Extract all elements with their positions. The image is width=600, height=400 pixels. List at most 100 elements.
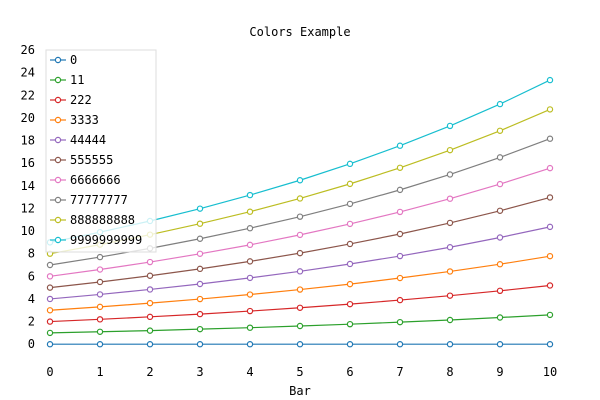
data-point — [46, 318, 54, 325]
data-point — [96, 316, 104, 323]
legend-marker-swatch — [54, 176, 62, 184]
y-tick-label: 4 — [28, 292, 35, 306]
data-point — [546, 76, 554, 84]
series-6 — [46, 164, 554, 280]
x-tick-label: 4 — [246, 365, 253, 379]
legend-label: 6666666 — [70, 173, 121, 187]
data-point — [246, 225, 254, 232]
series-line — [49, 255, 551, 311]
data-point — [196, 205, 204, 212]
data-point — [396, 274, 404, 282]
legend-label: 222 — [70, 93, 92, 107]
data-point — [446, 292, 454, 299]
data-point — [396, 186, 404, 194]
data-point — [446, 122, 454, 130]
y-tick-label: 14 — [21, 179, 35, 193]
data-point — [396, 230, 404, 238]
y-tick-label: 6 — [28, 269, 35, 283]
data-point — [546, 106, 554, 113]
y-tick-label: 2 — [28, 315, 35, 329]
y-tick-label: 18 — [21, 134, 35, 148]
x-tick-label: 6 — [346, 365, 353, 379]
legend: 0 11 222 3333 44444 555555 6666666 77777777 8888… — [45, 49, 157, 253]
data-point — [346, 160, 354, 168]
data-point — [446, 171, 454, 178]
data-point — [246, 208, 254, 215]
data-point — [546, 135, 554, 142]
legend-marker-swatch — [54, 216, 62, 224]
legend-item: 11 — [50, 73, 84, 87]
series-2 — [46, 282, 554, 325]
data-point — [446, 316, 454, 324]
data-point — [546, 252, 554, 260]
y-tick-label: 16 — [21, 156, 35, 170]
data-point — [396, 252, 404, 260]
data-point — [296, 322, 304, 330]
x-tick-label: 0 — [46, 365, 53, 379]
legend-item: 555555 — [50, 153, 113, 167]
data-point — [96, 253, 104, 261]
data-point — [196, 250, 204, 257]
y-tick-label: 8 — [28, 247, 35, 261]
data-point — [346, 200, 354, 208]
legend-label: 888888888 — [70, 213, 135, 227]
data-point — [396, 296, 404, 304]
data-point — [246, 274, 254, 282]
data-point — [546, 311, 554, 319]
y-tick-label: 12 — [21, 201, 35, 215]
data-point — [346, 320, 354, 328]
data-point — [146, 327, 154, 334]
data-point — [496, 261, 504, 268]
data-point — [396, 142, 404, 149]
data-point — [246, 241, 254, 249]
legend-marker-swatch — [54, 136, 62, 144]
data-point — [496, 180, 504, 188]
data-point — [346, 220, 354, 228]
legend-item: 6666666 — [50, 173, 121, 187]
legend-box — [45, 49, 157, 253]
data-point — [146, 299, 154, 307]
data-point — [296, 268, 304, 275]
legend-item: 44444 — [50, 133, 106, 147]
data-point — [196, 265, 204, 273]
data-point — [196, 235, 204, 242]
data-point — [96, 278, 104, 286]
data-point — [446, 341, 454, 348]
legend-label: 555555 — [70, 153, 113, 167]
data-point — [396, 164, 404, 171]
data-point — [496, 100, 504, 108]
legend-item: 222 — [50, 93, 92, 107]
data-point — [446, 268, 454, 275]
data-point — [496, 287, 504, 294]
data-point — [396, 318, 404, 326]
data-point — [546, 341, 554, 348]
legend-label: 11 — [70, 73, 84, 87]
data-point — [246, 324, 254, 331]
data-point — [246, 291, 254, 298]
legend-item: 77777777 — [50, 193, 128, 207]
data-point — [46, 261, 54, 269]
data-point — [146, 258, 154, 266]
legend-marker-swatch — [54, 196, 62, 204]
data-point — [196, 341, 204, 348]
series-4 — [46, 223, 554, 303]
data-point — [196, 220, 204, 227]
data-point — [146, 313, 154, 321]
y-tick-label: 26 — [21, 43, 35, 57]
data-point — [146, 341, 154, 348]
data-point — [196, 280, 204, 288]
legend-item: 3333 — [50, 113, 99, 127]
x-tick-label: 3 — [196, 365, 203, 379]
data-point — [446, 244, 454, 251]
legend-label: 0 — [70, 53, 77, 67]
data-point — [346, 280, 354, 288]
data-point — [346, 341, 354, 348]
data-point — [396, 208, 404, 216]
data-point — [496, 314, 504, 321]
data-point — [496, 127, 504, 134]
series-5 — [46, 194, 554, 291]
x-tick-label: 1 — [96, 365, 103, 379]
data-point — [246, 341, 254, 348]
data-point — [196, 325, 204, 333]
